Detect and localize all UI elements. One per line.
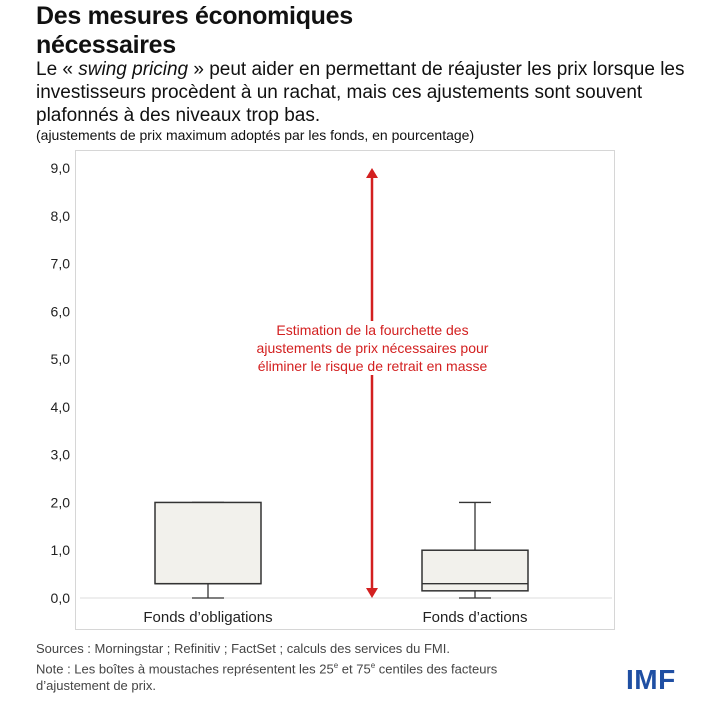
y-tick-label: 7,0	[51, 256, 71, 272]
chart-title: Des mesures économiques nécessaires	[36, 2, 353, 59]
subtitle-post: » peut aider en permettant de réajuster …	[36, 59, 685, 126]
chart-frame	[75, 150, 615, 630]
arrow-head-down	[366, 588, 378, 598]
imf-logo: IMF	[626, 664, 676, 695]
y-tick-label: 6,0	[51, 303, 71, 319]
chart-subtitle: Le « swing pricing » peut aider en perme…	[36, 58, 706, 127]
note-sup: e	[333, 661, 339, 670]
note-sup: e	[370, 661, 376, 670]
y-tick-label: 5,0	[51, 351, 71, 367]
y-tick-label: 3,0	[51, 447, 71, 463]
y-tick-label: 1,0	[51, 542, 71, 558]
arrow-head-up	[366, 168, 378, 178]
y-tick-label: 8,0	[51, 208, 71, 224]
note-text: centiles des facteurs d’ajustement de pr…	[36, 661, 498, 694]
note-text: Note : Les boîtes à moustaches représent…	[36, 661, 334, 677]
annotation-label: Estimation de la fourchette des ajusteme…	[240, 321, 505, 375]
note: Note : Les boîtes à moustaches représent…	[36, 657, 516, 694]
unit-note: (ajustements de prix maximum adoptés par…	[36, 127, 475, 143]
note-text: et 75	[338, 661, 371, 677]
sources: Sources : Morningstar ; Refinitiv ; Fact…	[36, 641, 450, 656]
y-tick-label: 4,0	[51, 399, 71, 415]
subtitle-italic: swing pricing	[78, 59, 189, 80]
subtitle-pre: Le «	[36, 59, 79, 80]
category-label: Fonds d’actions	[422, 609, 527, 626]
footnotes: Sources : Morningstar ; Refinitiv ; Fact…	[36, 640, 516, 694]
y-tick-label: 0,0	[51, 590, 71, 606]
y-tick-label: 2,0	[51, 494, 71, 510]
category-label: Fonds d’obligations	[143, 609, 272, 626]
y-tick-label: 9,0	[51, 160, 71, 176]
box	[421, 549, 529, 592]
box	[154, 501, 262, 585]
